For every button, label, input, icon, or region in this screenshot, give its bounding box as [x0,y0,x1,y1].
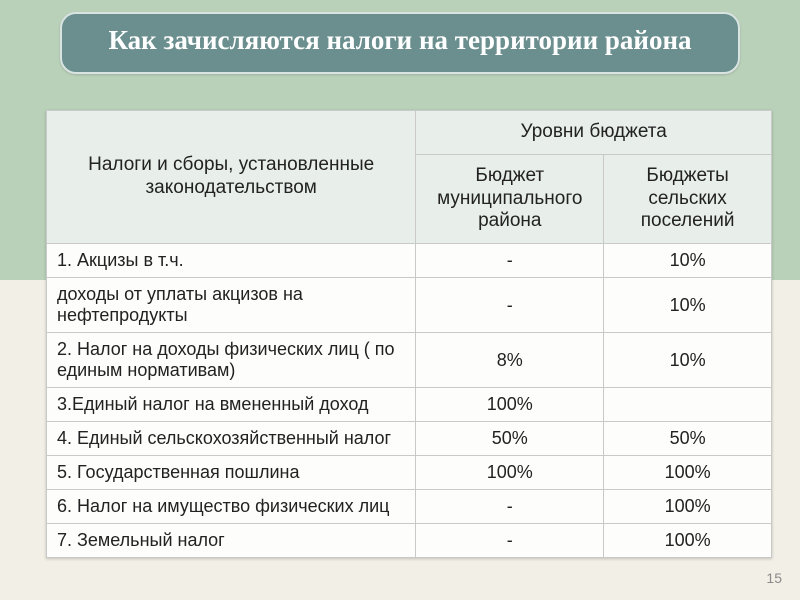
table-row: 5. Государственная пошлина 100% 100% [47,456,772,490]
header-taxes: Налоги и сборы, установленные законодате… [47,111,416,244]
cell-label: 4. Единый сельскохозяйственный налог [47,422,416,456]
cell-rural: 10% [604,244,772,278]
table-row: 4. Единый сельскохозяйственный налог 50%… [47,422,772,456]
cell-label: доходы от уплаты акцизов на нефтепродукт… [47,278,416,333]
table-row: 6. Налог на имущество физических лиц - 1… [47,490,772,524]
header-budget-levels: Уровни бюджета [416,111,772,155]
table-row: 2. Налог на доходы физических лиц ( по е… [47,333,772,388]
cell-label: 1. Акцизы в т.ч. [47,244,416,278]
cell-rural [604,388,772,422]
cell-label: 7. Земельный налог [47,524,416,558]
table-row: 7. Земельный налог - 100% [47,524,772,558]
cell-municipal: 100% [416,388,604,422]
cell-rural: 100% [604,524,772,558]
cell-municipal: 50% [416,422,604,456]
table-row: доходы от уплаты акцизов на нефтепродукт… [47,278,772,333]
page-number: 15 [766,570,782,586]
cell-municipal: - [416,244,604,278]
cell-label: 5. Государственная пошлина [47,456,416,490]
cell-municipal: 8% [416,333,604,388]
cell-label: 3.Единый налог на вмененный доход [47,388,416,422]
cell-municipal: - [416,278,604,333]
cell-municipal: - [416,524,604,558]
cell-municipal: 100% [416,456,604,490]
cell-rural: 10% [604,333,772,388]
cell-rural: 10% [604,278,772,333]
cell-label: 2. Налог на доходы физических лиц ( по е… [47,333,416,388]
cell-municipal: - [416,490,604,524]
cell-rural: 100% [604,456,772,490]
title-box: Как зачисляются налоги на территории рай… [60,12,740,74]
cell-label: 6. Налог на имущество физических лиц [47,490,416,524]
cell-rural: 100% [604,490,772,524]
table-row: 1. Акцизы в т.ч. - 10% [47,244,772,278]
header-municipal: Бюджет муниципального района [416,154,604,243]
table-row: 3.Единый налог на вмененный доход 100% [47,388,772,422]
tax-table: Налоги и сборы, установленные законодате… [46,110,772,558]
cell-rural: 50% [604,422,772,456]
page-title: Как зачисляются налоги на территории рай… [82,24,718,58]
header-rural: Бюджеты сельских поселений [604,154,772,243]
